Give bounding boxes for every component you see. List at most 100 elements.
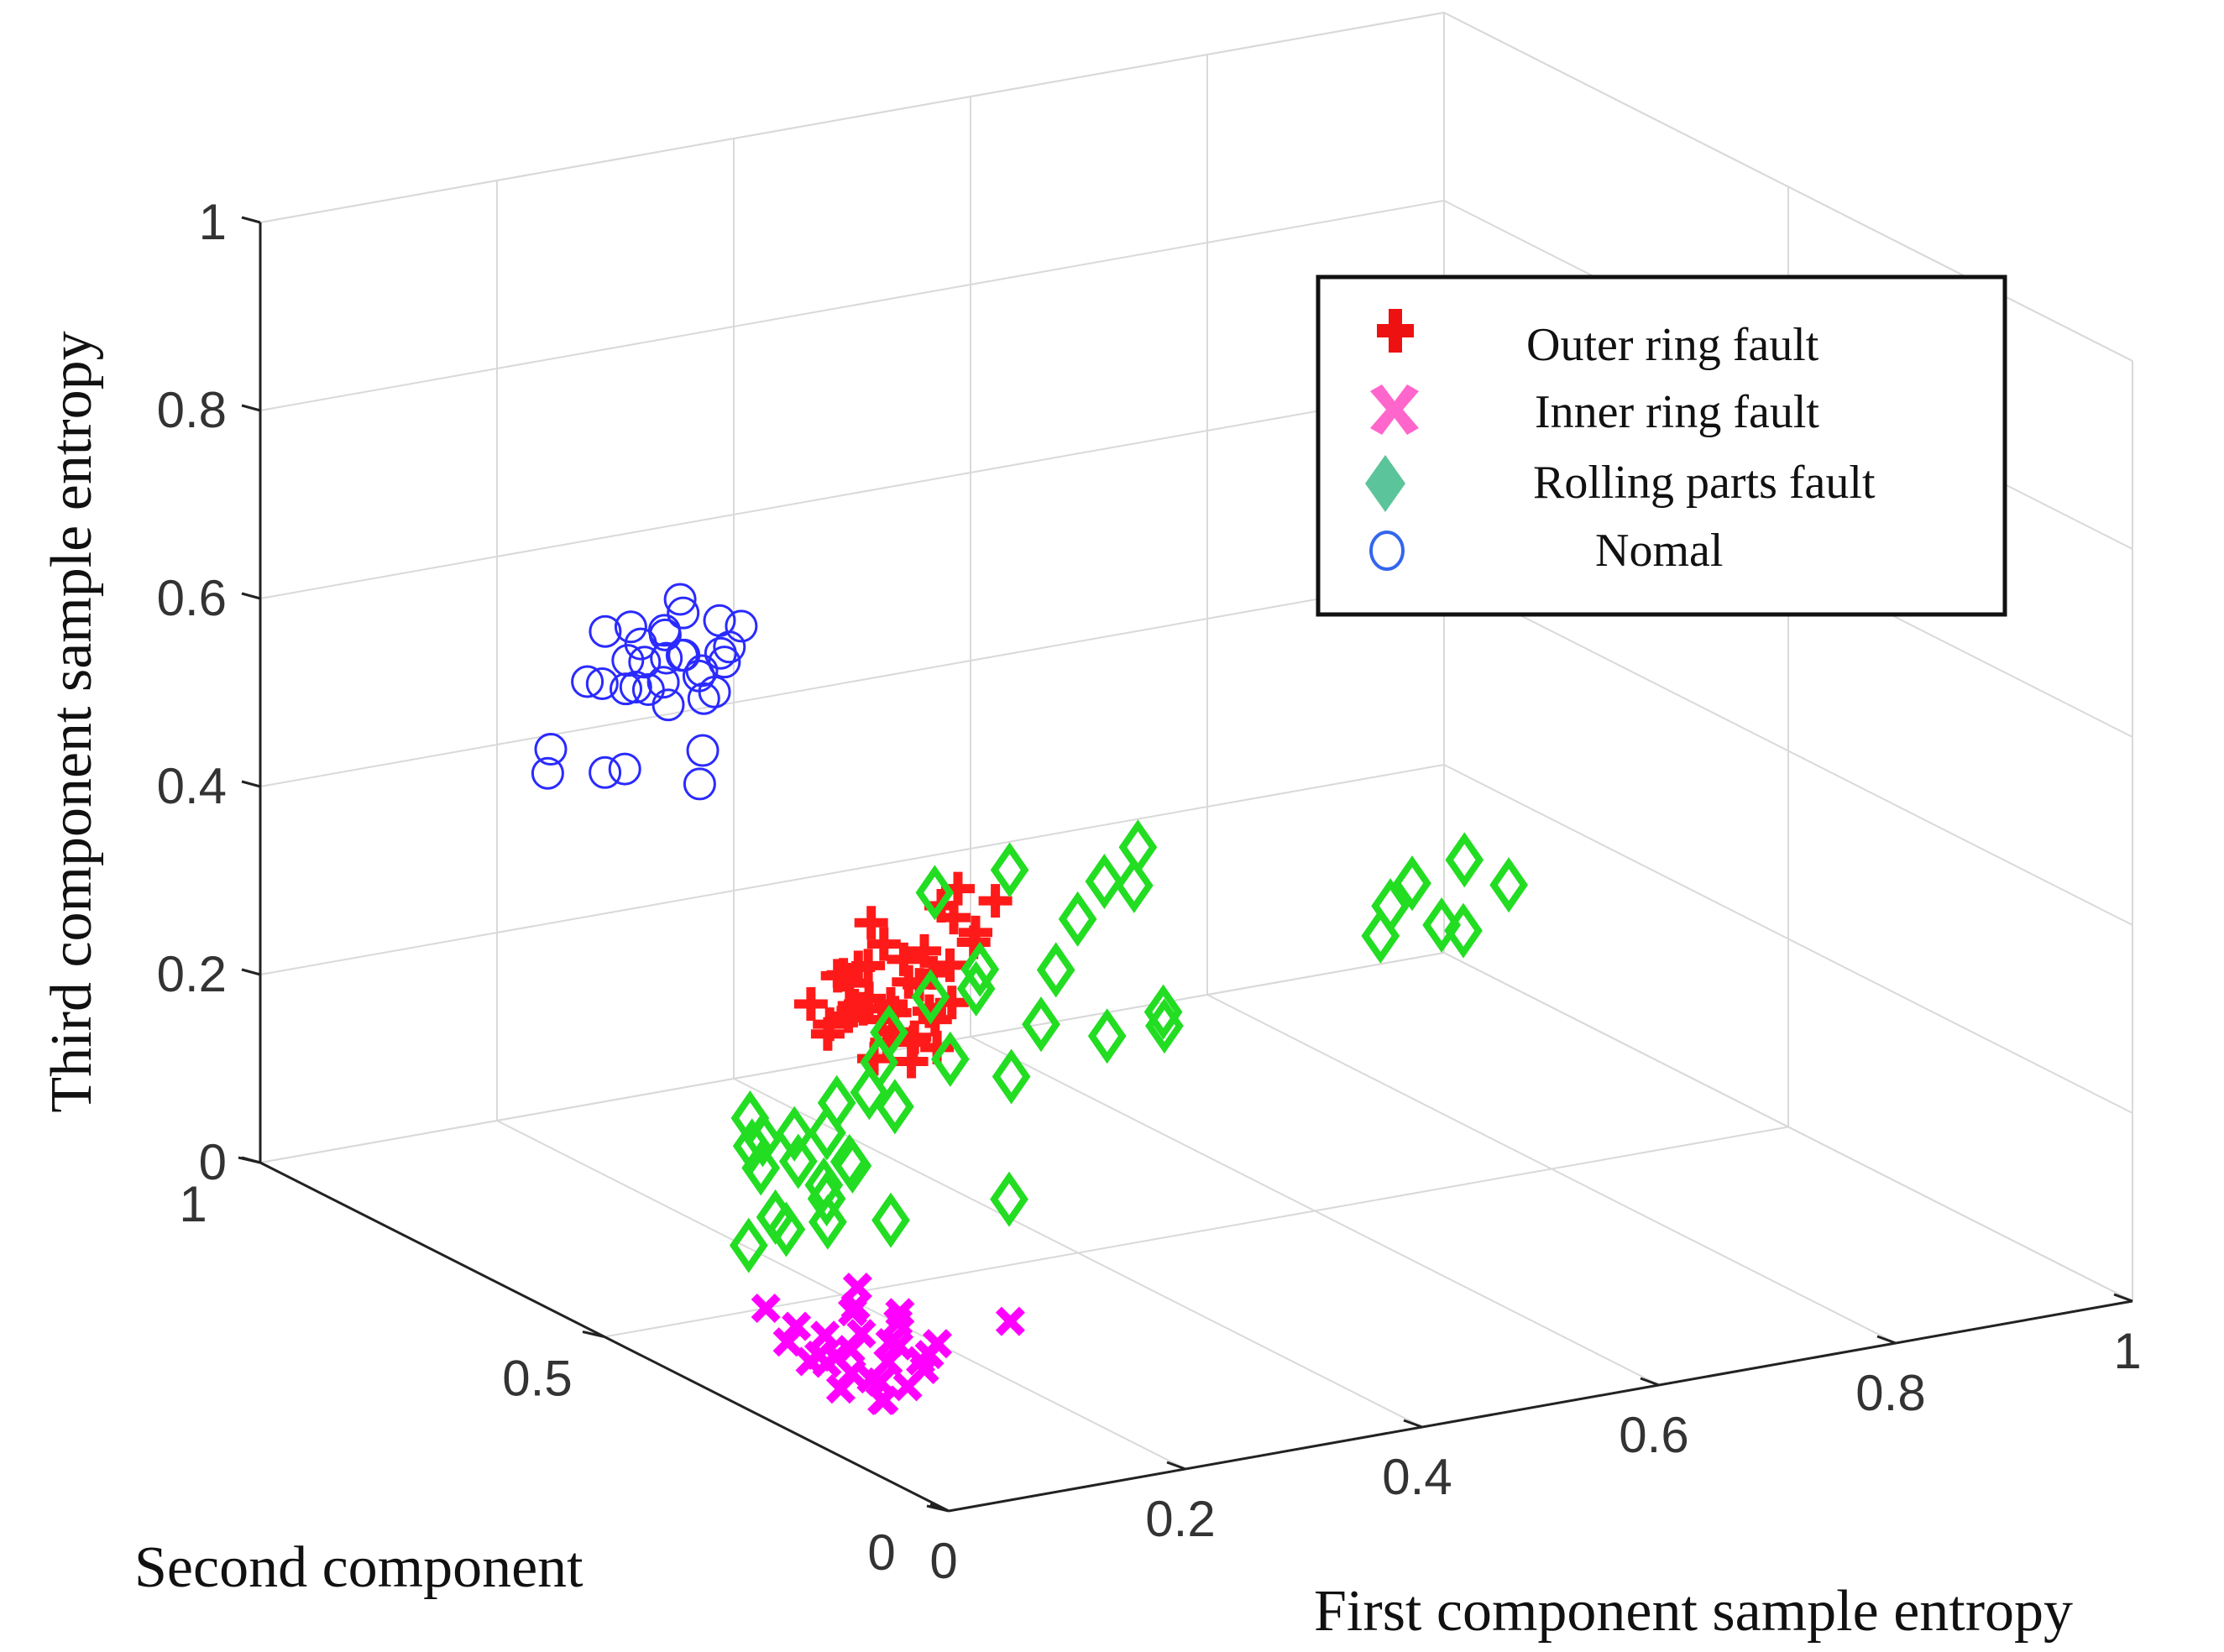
y-tick-label: 0 <box>867 1524 895 1581</box>
z-tick-label: 0.6 <box>157 570 227 626</box>
circle-marker <box>685 654 719 687</box>
circle-marker <box>631 673 665 706</box>
diamond-marker <box>756 1189 795 1245</box>
x-marker <box>892 1372 923 1402</box>
circle-marker <box>708 646 741 679</box>
x-marker <box>995 1306 1025 1336</box>
x-tick-mark <box>1403 1419 1423 1429</box>
circle-marker <box>585 667 619 700</box>
diamond-marker-icon <box>1365 455 1405 512</box>
diamond-marker <box>930 1031 970 1087</box>
plus-marker <box>937 901 971 935</box>
x-axis-line <box>948 1299 2133 1513</box>
circle-marker <box>531 756 564 790</box>
circle-marker <box>534 733 568 766</box>
circle-marker <box>725 609 758 643</box>
diamond-marker <box>1422 897 1461 954</box>
plus-marker <box>851 949 886 983</box>
x-marker <box>922 1329 953 1359</box>
plus-marker <box>793 987 828 1022</box>
z-tick-label: 0.8 <box>157 382 227 438</box>
circle-marker <box>650 641 683 675</box>
x-marker <box>856 1364 887 1394</box>
diamond-marker <box>1393 855 1431 912</box>
gridline-backwall-z <box>259 200 1445 411</box>
y-axis-title: Second component <box>134 1535 583 1600</box>
circle-marker <box>589 755 622 789</box>
x-tick-label: 1 <box>2113 1323 2141 1379</box>
legend-box <box>1316 274 2007 617</box>
circle-marker <box>619 671 652 704</box>
diamond-marker <box>871 1192 910 1248</box>
x-marker <box>842 1273 872 1303</box>
diamond-marker <box>1145 998 1184 1054</box>
diamond-marker <box>1445 832 1484 888</box>
x-marker <box>810 1320 840 1351</box>
x-marker <box>884 1330 914 1361</box>
x-marker <box>885 1298 915 1328</box>
x-tick-mark <box>1640 1377 1660 1387</box>
legend-entry-nomal: Nomal <box>1369 525 1723 577</box>
diamond-marker <box>990 842 1029 898</box>
plus-marker <box>887 942 921 976</box>
plus-marker <box>896 1025 930 1059</box>
legend: Outer ring fault Inner ring fault Rollin… <box>1316 274 2007 617</box>
y-tick-mark <box>926 1504 950 1513</box>
diamond-marker <box>1058 891 1097 947</box>
legend-entry-rolling-parts-fault: Rolling parts fault <box>1365 455 1876 512</box>
legend-entry-inner-ring-fault: Inner ring fault <box>1370 384 1819 438</box>
circle-marker <box>686 734 720 767</box>
grid-layer <box>259 12 2133 1512</box>
gridline-floor-y <box>604 1126 1789 1338</box>
circle-marker <box>646 666 680 699</box>
circle-marker <box>589 614 622 648</box>
plus-marker-icon <box>1377 309 1414 353</box>
diamond-marker <box>1143 984 1183 1040</box>
plus-marker <box>854 906 888 940</box>
circle-marker <box>571 665 604 698</box>
gridline-backwall-z <box>259 952 1445 1163</box>
diamond-marker <box>956 960 996 1017</box>
circle-marker <box>628 646 662 679</box>
legend-label-nomal: Nomal <box>1595 525 1723 577</box>
x-tick-label: 0 <box>929 1533 957 1589</box>
circle-marker <box>614 610 647 644</box>
diamond-marker <box>767 1201 806 1257</box>
diamond-marker <box>729 1217 768 1273</box>
x-marker-icon <box>1370 384 1419 435</box>
x-tick-mark <box>1876 1335 1897 1345</box>
circle-marker-icon <box>1369 531 1405 571</box>
x-marker <box>869 1385 899 1415</box>
plus-marker <box>846 991 881 1026</box>
diamond-marker <box>870 1004 908 1060</box>
legend-label-outer-ring-fault: Outer ring fault <box>1526 319 1819 371</box>
circle-marker <box>683 767 716 801</box>
z-tick-mark <box>241 404 261 412</box>
x-tick-label: 0.8 <box>1855 1365 1925 1421</box>
legend-entry-outer-ring-fault: Outer ring fault <box>1377 309 1819 371</box>
diamond-marker <box>778 1133 818 1189</box>
legend-label-inner-ring-fault: Inner ring fault <box>1535 386 1819 438</box>
diamond-marker <box>807 1170 846 1226</box>
z-tick-label: 0 <box>199 1134 227 1190</box>
diamond-marker <box>1036 942 1075 998</box>
circle-marker <box>663 583 697 616</box>
diamond-marker <box>992 1048 1031 1105</box>
circle-marker <box>687 682 720 715</box>
diamond-marker <box>1085 853 1124 910</box>
z-tick-mark <box>241 216 261 224</box>
plus-marker <box>813 1007 847 1042</box>
x-tick-label: 0.4 <box>1382 1449 1452 1505</box>
diamond-marker <box>1371 878 1410 934</box>
diamond-marker <box>990 1171 1028 1227</box>
series-inner-ring-fault <box>751 1273 1025 1415</box>
diamond-marker <box>960 941 1000 997</box>
gridline-sidewall-z <box>1443 952 2133 1302</box>
x-marker <box>846 1319 877 1349</box>
plus-marker <box>866 927 901 961</box>
gridline-backwall-z <box>259 576 1445 787</box>
points-layer <box>531 583 1528 1415</box>
y-tick-label: 1 <box>179 1176 207 1232</box>
y-tick-mark <box>582 1330 605 1338</box>
